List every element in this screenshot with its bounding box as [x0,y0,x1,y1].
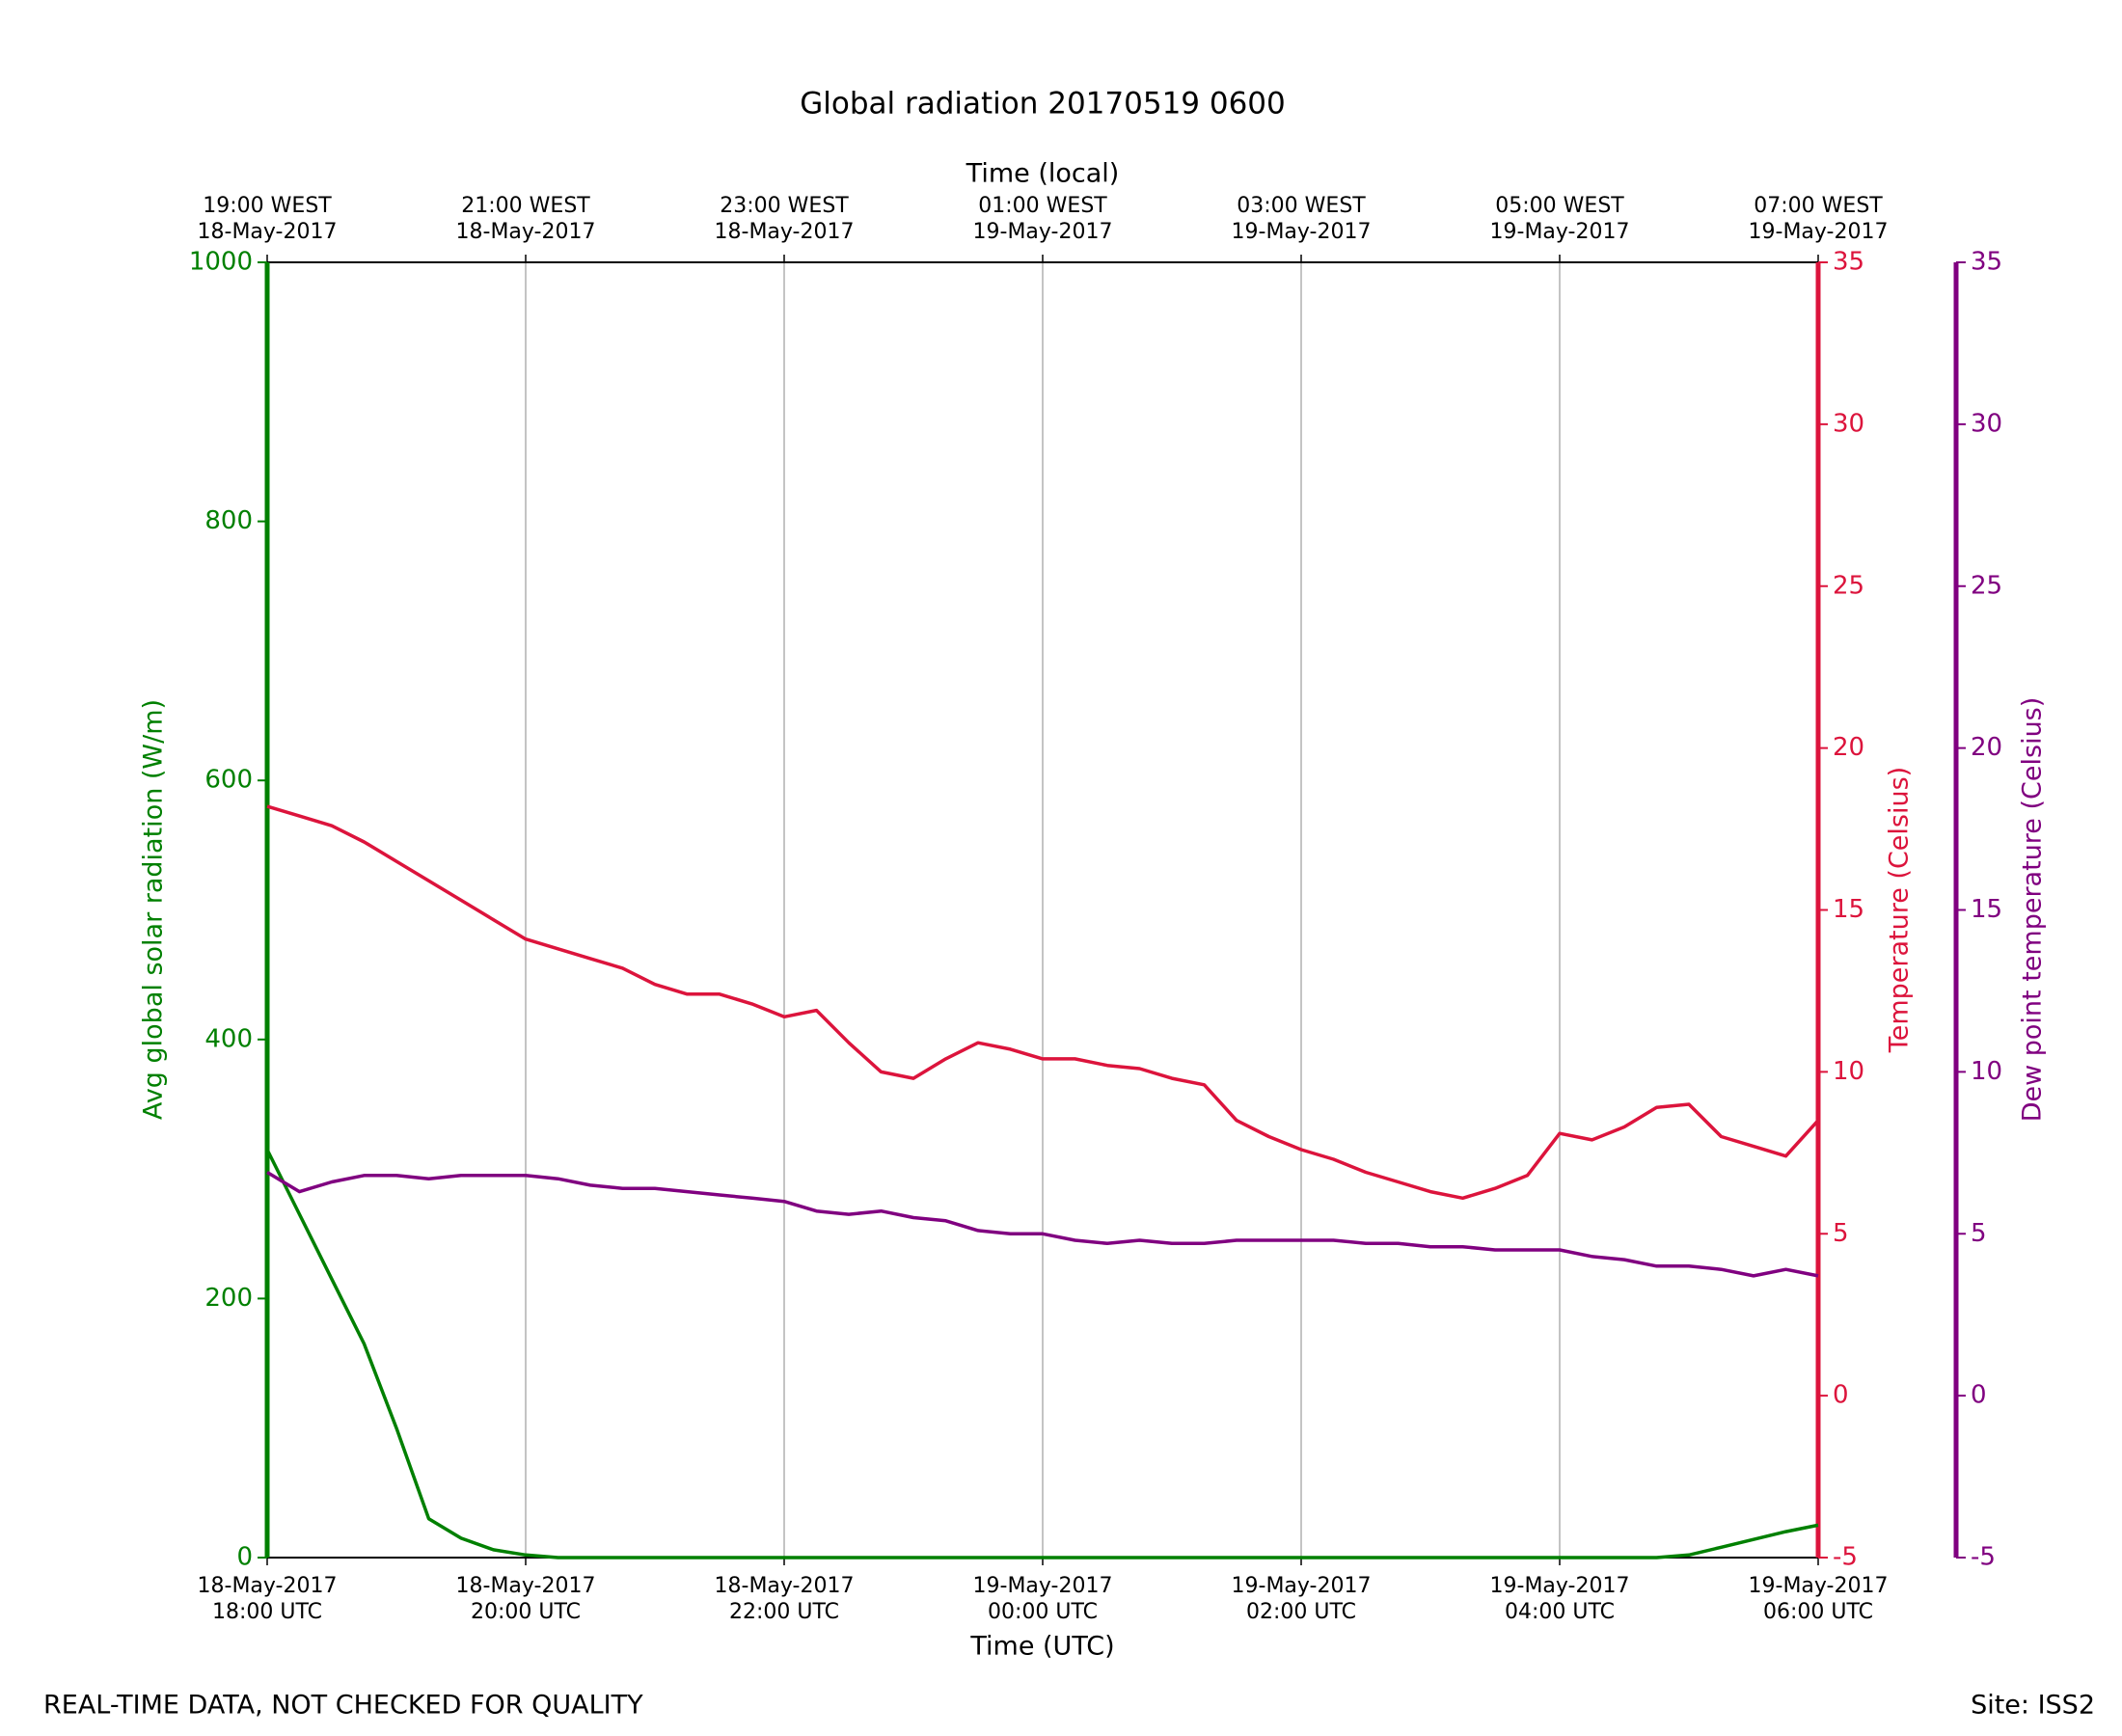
y2-tick-label: 25 [1833,571,1864,600]
y3-tick-label: 0 [1971,1381,1987,1410]
y-tick-label: 200 [204,1284,253,1313]
y-tick-label: 400 [204,1024,253,1053]
x-tick-label: 02:00 UTC [1246,1600,1356,1624]
footnote: REAL-TIME DATA, NOT CHECKED FOR QUALITY [43,1691,643,1721]
y2-axis-label: Temperature (Celsius) [1885,767,1915,1053]
top-x-tick-label: 18-May-2017 [456,220,596,244]
site-label: Site: ISS2 [1971,1691,2095,1721]
series-line [266,1170,1819,1278]
top-x-tick-label: 01:00 WEST [978,194,1107,218]
top-x-tick-label: 21:00 WEST [461,194,590,218]
top-x-tick-label: 03:00 WEST [1237,194,1366,218]
y2-tick-label: 20 [1833,733,1864,762]
x-axis-label: Time (UTC) [969,1632,1114,1662]
y-tick-label: 1000 [189,248,253,277]
x-tick-label: 18:00 UTC [212,1600,322,1624]
top-x-tick-label: 19-May-2017 [973,220,1113,244]
y-tick-label: 600 [204,766,253,795]
y3-tick-label: 30 [1971,409,2002,438]
y-tick-label: 800 [204,506,253,535]
y2-tick-label: 30 [1833,409,1864,438]
x-tick-label: 18-May-2017 [456,1574,596,1598]
top-x-tick-label: 07:00 WEST [1754,194,1883,218]
y3-tick-label: 20 [1971,733,2002,762]
y3-tick-label: 10 [1971,1057,2002,1086]
x-tick-label: 19-May-2017 [1490,1574,1630,1598]
top-x-tick-label: 19-May-2017 [1232,220,1372,244]
y2-tick-label: 10 [1833,1057,1864,1086]
x-tick-label: 19-May-2017 [973,1574,1113,1598]
top-x-tick-label: 05:00 WEST [1495,194,1624,218]
top-axis-label: Time (local) [966,159,1120,189]
x-tick-label: 22:00 UTC [729,1600,839,1624]
y3-axis-label: Dew point temperature (Celsius) [2018,697,2048,1123]
y-axis-label: Avg global solar radiation (W/m) [139,699,169,1120]
y-tick-label: 0 [236,1543,253,1572]
chart-title: Global radiation 20170519 0600 [800,87,1286,122]
y2-tick-label: 15 [1833,895,1864,924]
top-x-tick-label: 18-May-2017 [198,220,338,244]
top-x-tick-label: 19-May-2017 [1490,220,1630,244]
y3-tick-label: 25 [1971,571,2002,600]
y3-tick-label: -5 [1971,1543,1996,1572]
top-x-tick-label: 23:00 WEST [720,194,849,218]
top-x-tick-label: 18-May-2017 [715,220,855,244]
series-line [266,804,1820,1201]
top-x-tick-label: 19-May-2017 [1749,220,1889,244]
y3-tick-label: 35 [1971,248,2002,277]
y2-tick-label: -5 [1833,1543,1858,1572]
x-tick-label: 19-May-2017 [1749,1574,1889,1598]
top-x-tick-label: 19:00 WEST [203,194,332,218]
y2-tick-label: 0 [1833,1381,1849,1410]
x-tick-label: 20:00 UTC [471,1600,581,1624]
y3-tick-label: 5 [1971,1219,1987,1248]
y3-tick-label: 15 [1971,895,2002,924]
y2-tick-label: 5 [1833,1219,1849,1248]
x-tick-label: 06:00 UTC [1763,1600,1873,1624]
x-tick-label: 18-May-2017 [198,1574,338,1598]
x-tick-label: 18-May-2017 [715,1574,855,1598]
x-tick-label: 04:00 UTC [1505,1600,1615,1624]
x-tick-label: 00:00 UTC [988,1600,1098,1624]
series-line [265,1149,1819,1560]
y2-tick-label: 35 [1833,248,1864,277]
x-tick-label: 19-May-2017 [1232,1574,1372,1598]
